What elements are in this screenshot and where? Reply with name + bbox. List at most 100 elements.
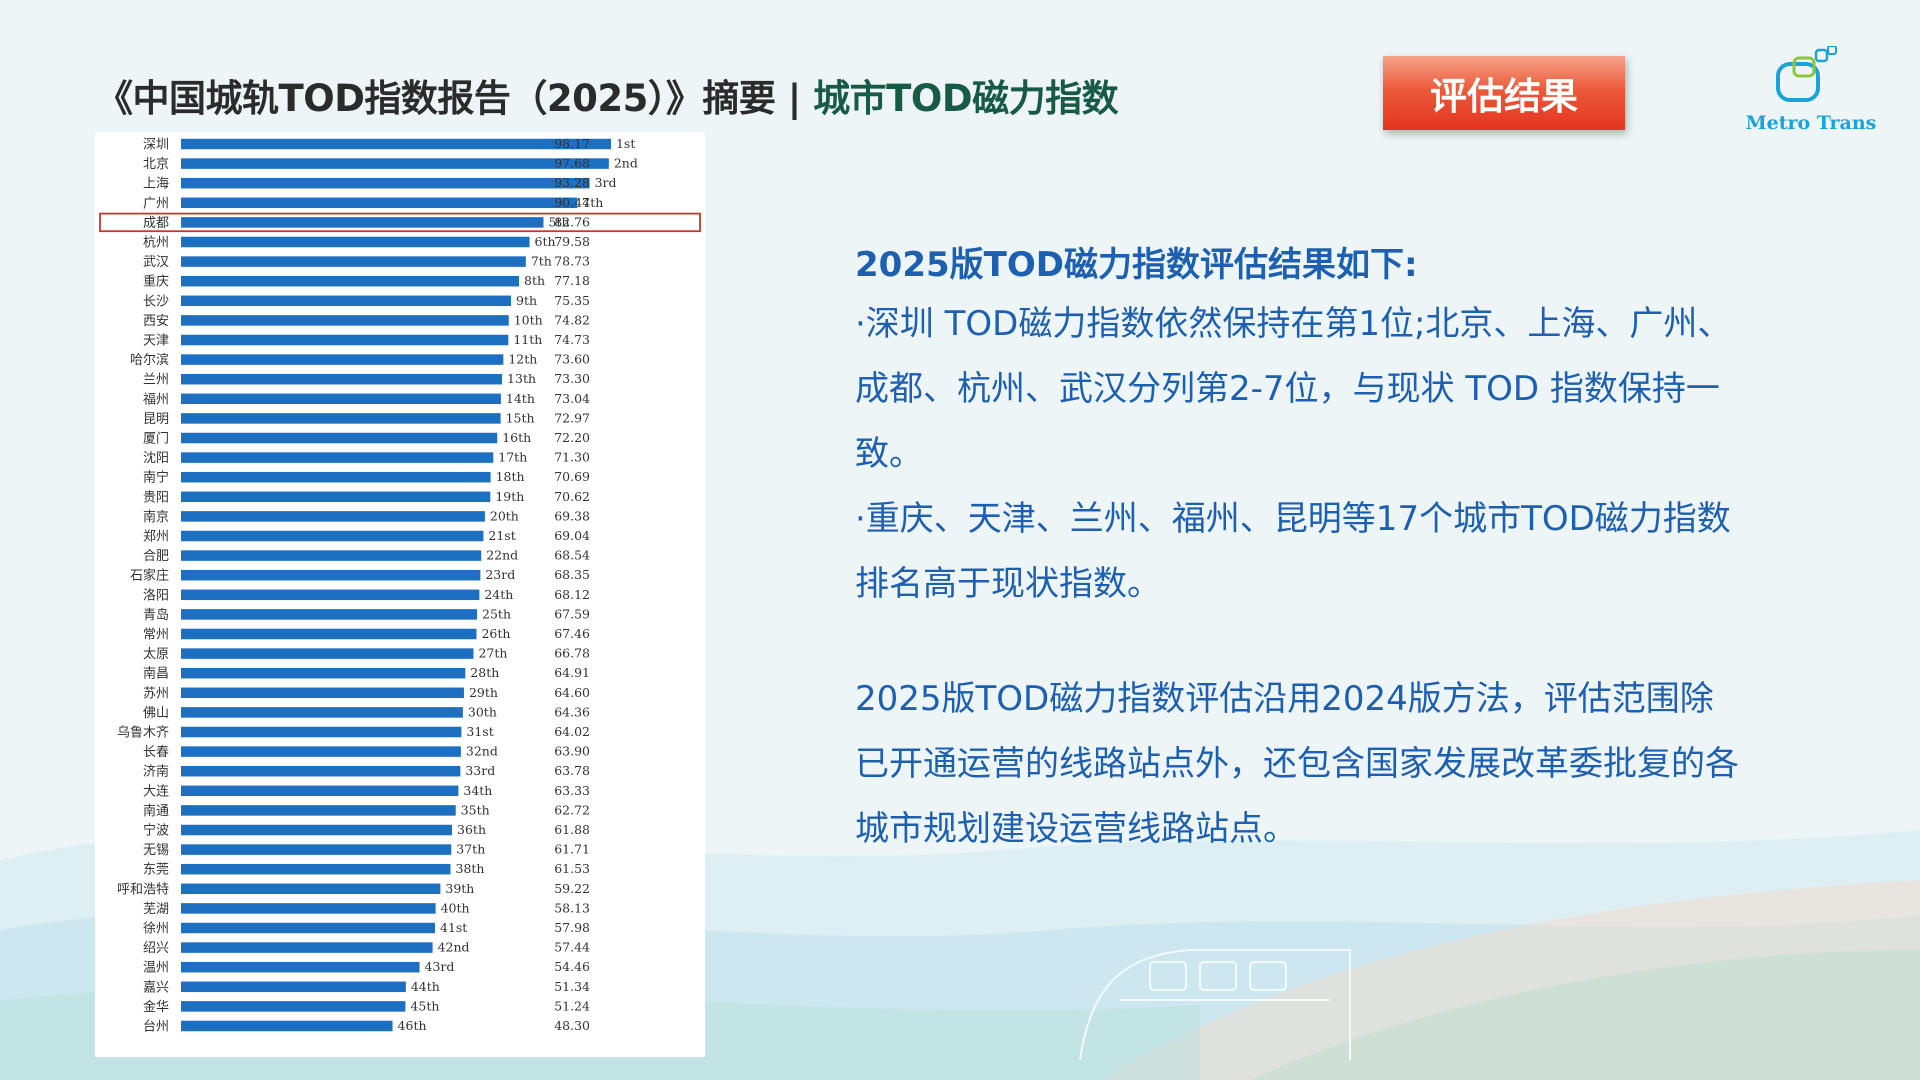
rank-label: 1st (616, 136, 635, 151)
rank-label: 8th (524, 273, 545, 288)
summary-heading: 2025版TOD磁力指数评估结果如下: (855, 245, 1418, 285)
bar (181, 393, 501, 405)
bar (181, 805, 456, 816)
bar (181, 432, 498, 444)
value-label: 75.35 (554, 293, 590, 308)
value-label: 72.20 (554, 430, 590, 445)
rank-label: 14th (506, 391, 535, 406)
city-label: 大连 (143, 783, 169, 799)
value-label: 58.13 (554, 900, 590, 915)
rank-label: 2nd (614, 156, 638, 171)
bar (181, 158, 609, 169)
bar (181, 256, 526, 267)
value-label: 98.17 (554, 136, 590, 151)
bar (181, 628, 477, 640)
city-label: 深圳 (143, 138, 169, 153)
city-label: 福州 (143, 392, 169, 407)
value-label: 63.90 (554, 744, 590, 759)
value-label: 74.73 (554, 332, 590, 347)
bar (181, 471, 491, 483)
city-label: 佛山 (143, 706, 169, 721)
bar (181, 275, 520, 287)
bar (181, 413, 501, 424)
rank-label: 30th (468, 704, 497, 719)
value-label: 70.69 (554, 469, 590, 484)
bar (181, 1001, 406, 1012)
summary-spacer (855, 617, 1745, 667)
rank-label: 18th (496, 469, 525, 484)
value-label: 51.24 (554, 998, 590, 1013)
city-label: 长沙 (143, 294, 169, 309)
bar (181, 177, 590, 189)
city-label: 武汉 (143, 255, 169, 270)
bar (181, 707, 463, 718)
rank-label: 45th (410, 998, 439, 1013)
bar (181, 569, 481, 581)
rank-label: 39th (445, 881, 474, 896)
rank-label: 41st (440, 920, 467, 935)
value-label: 59.22 (554, 881, 590, 896)
rank-label: 31st (466, 724, 493, 739)
rank-label: 24th (484, 587, 513, 602)
logo-text: Metro Trans (1745, 112, 1877, 134)
rank-label: 25th (482, 606, 511, 621)
rank-label: 33rd (465, 763, 495, 778)
bar (181, 746, 461, 757)
title-highlight: 城市TOD磁力指数 (813, 77, 1119, 120)
city-label: 东莞 (143, 863, 169, 878)
summary-bullet-1: ·深圳 TOD磁力指数依然保持在第1位;北京、上海、广州、成都、杭州、武汉分列第… (855, 304, 1732, 474)
value-label: 62.72 (554, 802, 590, 817)
value-label: 73.04 (554, 391, 590, 406)
rank-label: 34th (463, 783, 492, 798)
rank-label: 17th (498, 450, 527, 465)
city-label: 兰州 (143, 373, 169, 388)
value-label: 97.68 (554, 156, 590, 171)
bar (181, 765, 461, 777)
bar (181, 138, 611, 150)
city-label: 合肥 (143, 549, 169, 564)
rank-label: 46th (398, 1018, 427, 1033)
city-label: 嘉兴 (143, 980, 169, 995)
value-label: 63.33 (554, 783, 590, 798)
city-label: 西安 (143, 314, 169, 329)
rank-label: 35th (461, 802, 490, 817)
value-label: 61.88 (554, 822, 590, 837)
value-label: 72.97 (554, 410, 590, 425)
value-label: 61.71 (554, 842, 590, 857)
city-label: 重庆 (143, 274, 169, 290)
value-label: 57.44 (554, 940, 590, 955)
value-label: 64.60 (554, 685, 590, 700)
city-label: 金华 (143, 999, 169, 1015)
bar (181, 315, 509, 326)
bar (181, 609, 478, 620)
city-label: 哈尔滨 (130, 352, 169, 368)
city-label: 厦门 (143, 432, 169, 447)
rank-label: 20th (490, 508, 519, 523)
bar (181, 550, 482, 561)
value-label: 78.73 (554, 254, 590, 269)
bar (181, 197, 578, 209)
value-label: 63.78 (554, 763, 590, 778)
bar (181, 687, 464, 699)
summary-text: 2025版TOD磁力指数评估结果如下: ·深圳 TOD磁力指数依然保持在第1位;… (855, 238, 1745, 862)
value-label: 64.36 (554, 704, 590, 719)
value-label: 77.18 (554, 273, 590, 288)
bar (181, 844, 452, 855)
city-label: 宁波 (143, 823, 169, 839)
value-label: 70.62 (554, 489, 590, 504)
rank-label: 6th (535, 234, 556, 249)
city-label: 广州 (143, 196, 169, 211)
city-label: 洛阳 (143, 588, 169, 603)
page-title: 《中国城轨TOD指数报告（2025）》摘要 | 城市TOD磁力指数 (96, 68, 1119, 122)
city-label: 呼和浩特 (117, 882, 169, 897)
city-label: 成都 (143, 216, 169, 231)
rank-label: 3rd (595, 175, 617, 190)
value-label: 68.54 (554, 548, 590, 563)
city-label: 杭州 (143, 236, 169, 251)
rank-label: 5th (548, 214, 569, 229)
value-label: 79.58 (554, 234, 590, 249)
city-label: 常州 (143, 628, 169, 643)
rank-label: 22nd (486, 548, 518, 563)
rank-label: 28th (470, 665, 499, 680)
result-badge: 评估结果 (1383, 56, 1625, 130)
